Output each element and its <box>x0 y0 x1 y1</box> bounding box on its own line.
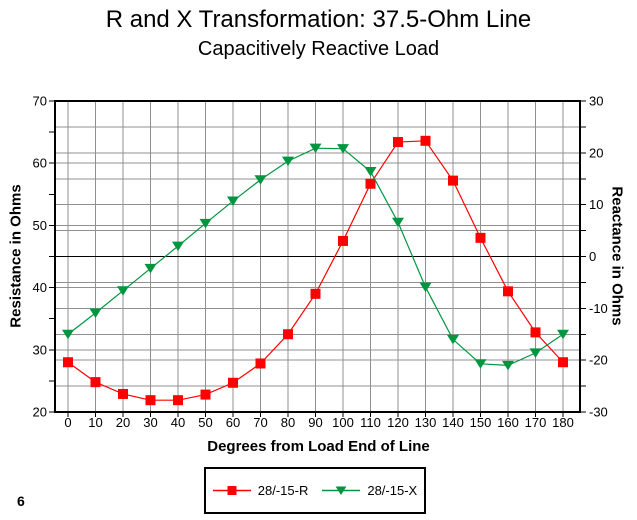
x-axis-title: Degrees from Load End of Line <box>207 438 430 455</box>
right-tick-label: -20 <box>589 353 608 368</box>
triangle-down-marker <box>89 308 102 318</box>
triangle-down-marker <box>337 144 349 154</box>
x-tick-label: 90 <box>308 415 322 430</box>
legend-label: 28/-15-R <box>257 483 309 498</box>
square-marker <box>365 178 376 189</box>
x-tick-label: 150 <box>470 415 492 430</box>
x-tick-label: 130 <box>415 415 437 430</box>
square-marker <box>530 327 541 338</box>
legend-triangle-swatch <box>322 486 361 495</box>
right-tick-label: 30 <box>589 94 603 109</box>
square-marker <box>310 288 321 299</box>
left-tick-label: 40 <box>33 280 47 295</box>
triangle-down-marker <box>172 241 184 252</box>
square-marker <box>393 137 403 148</box>
square-marker <box>283 329 293 340</box>
x-tick-label: 40 <box>171 415 185 430</box>
square-marker <box>558 357 568 368</box>
right-tick-label: 10 <box>589 197 603 212</box>
x-tick-label: 80 <box>281 415 295 430</box>
x-tick-label: 100 <box>332 415 354 430</box>
x-tick-label: 160 <box>497 415 519 430</box>
chart-title: R and X Transformation: 37.5-Ohm Line <box>105 6 532 33</box>
left-tick-label: 50 <box>33 218 47 233</box>
right-tick-label: 0 <box>589 249 596 264</box>
triangle-down-marker <box>227 196 239 207</box>
page-number: 6 <box>17 493 25 509</box>
square-marker <box>228 377 238 388</box>
legend-label: 28/-15-X <box>367 483 418 498</box>
triangle-down-marker <box>474 359 487 369</box>
right-tick-label: 20 <box>589 145 603 160</box>
legend-item-28/-15-X: 28/-15-X <box>322 483 417 498</box>
square-marker <box>145 395 156 406</box>
triangle-down-marker <box>419 282 432 293</box>
square-marker <box>448 175 458 186</box>
square-marker <box>200 389 211 400</box>
triangle-down-marker <box>557 329 569 340</box>
square-marker <box>420 135 431 146</box>
left-tick-label: 70 <box>33 94 47 109</box>
square-marker <box>503 286 513 297</box>
square-marker <box>338 235 348 246</box>
triangle-down-marker <box>447 334 459 345</box>
triangle-down-marker <box>502 360 514 371</box>
x-tick-label: 170 <box>525 415 547 430</box>
square-marker <box>173 395 183 406</box>
axis-ticks <box>49 100 586 417</box>
series-28/-15-X <box>62 143 569 371</box>
x-tick-label: 70 <box>253 415 267 430</box>
right-tick-label: -30 <box>589 405 608 420</box>
triangle-down-marker <box>529 348 542 358</box>
chart-subtitle: Capacitively Reactive Load <box>197 38 440 60</box>
left-tick-label: 60 <box>33 156 47 171</box>
square-marker <box>255 358 266 369</box>
x-tick-label: 120 <box>387 415 409 430</box>
triangle-down-marker <box>254 175 267 185</box>
square-marker <box>63 357 73 368</box>
x-tick-label: 50 <box>198 415 212 430</box>
x-tick-label: 10 <box>88 415 102 430</box>
left-tick-label: 20 <box>33 405 47 420</box>
square-marker <box>475 232 486 243</box>
series-28/-15-R <box>63 135 568 406</box>
triangle-down-marker <box>282 156 294 167</box>
triangle-down-marker <box>62 329 74 340</box>
left-tick-label: 30 <box>33 342 47 357</box>
legend-square-swatch <box>212 486 251 495</box>
triangle-down-marker <box>335 486 347 495</box>
x-tick-label: 30 <box>143 415 157 430</box>
triangle-down-marker <box>117 286 129 296</box>
triangle-down-marker <box>364 166 377 177</box>
triangle-down-marker <box>199 218 212 229</box>
x-tick-label: 180 <box>552 415 574 430</box>
legend-item-28/-15-R: 28/-15-R <box>212 483 309 498</box>
x-tick-label: 140 <box>442 415 464 430</box>
triangle-down-marker <box>144 263 157 274</box>
right-tick-label: -10 <box>589 301 608 316</box>
x-tick-label: 60 <box>226 415 240 430</box>
x-tick-label: 0 <box>64 415 71 430</box>
x-tick-label: 110 <box>360 415 381 430</box>
x-tick-label: 20 <box>116 415 130 430</box>
triangle-down-marker <box>309 143 322 154</box>
triangle-down-marker <box>392 217 404 228</box>
square-marker <box>227 486 237 495</box>
square-marker <box>118 388 128 399</box>
square-marker <box>90 377 101 388</box>
legend: 28/-15-R 28/-15-X <box>204 467 426 514</box>
